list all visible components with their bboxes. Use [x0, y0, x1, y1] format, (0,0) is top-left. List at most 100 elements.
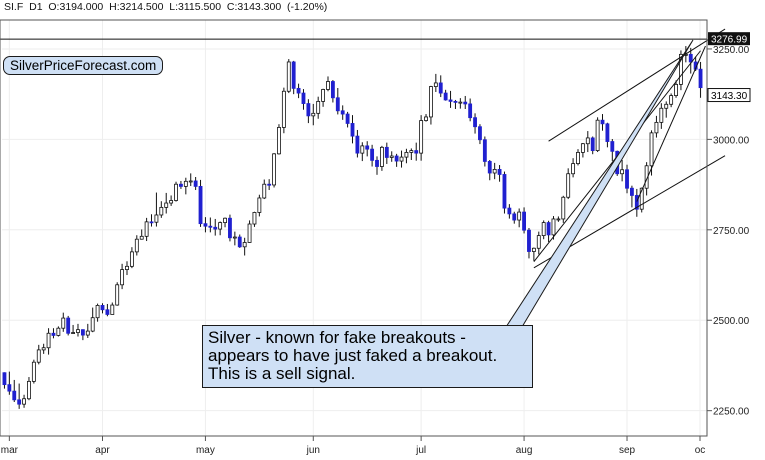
- candle-body: [281, 90, 286, 128]
- callout-pointer: [505, 39, 694, 328]
- candle-body: [502, 174, 507, 209]
- candle-body: [46, 332, 51, 349]
- candle-body: [257, 197, 262, 213]
- candle-body: [517, 211, 522, 221]
- candle-body: [17, 399, 22, 405]
- candle-body: [654, 121, 659, 134]
- candle-body: [242, 242, 247, 248]
- candle-body: [71, 332, 76, 334]
- candle-body: [213, 226, 218, 230]
- candle-body: [595, 119, 600, 151]
- candle-body: [31, 361, 36, 382]
- candle-body: [556, 218, 561, 221]
- candle-body: [203, 223, 208, 227]
- candle-body: [296, 87, 301, 94]
- y-tick-label: 3000.00: [713, 135, 750, 146]
- annotation-line-2: appears to have just faked a breakout.: [208, 346, 498, 365]
- candle-body: [384, 146, 389, 158]
- candle-body: [335, 97, 340, 112]
- candle-body: [2, 372, 7, 386]
- grid-layer: [2, 20, 707, 436]
- change-value: (-1.20%): [287, 1, 328, 13]
- candle-body: [159, 206, 164, 216]
- candle-body: [85, 330, 90, 336]
- candle-body: [355, 135, 360, 154]
- candle-body: [512, 213, 517, 221]
- resistance-price-tag: [708, 32, 750, 46]
- x-tick-label: oc: [695, 445, 706, 456]
- candle-body: [375, 159, 379, 167]
- x-tick-label: aug: [516, 445, 533, 456]
- candle-body: [105, 309, 110, 315]
- candle-body: [674, 83, 678, 97]
- y-tick-label: 2500.00: [713, 316, 750, 327]
- candle-body: [379, 146, 384, 167]
- candle-body: [41, 347, 46, 351]
- candle-body: [473, 117, 477, 128]
- annotation-line-3: This is a sell signal.: [208, 364, 356, 383]
- candle-body: [649, 132, 654, 167]
- candle-body: [154, 214, 159, 223]
- candle-body: [531, 247, 536, 252]
- candle-body: [286, 61, 291, 92]
- x-tick-label: jul: [415, 445, 426, 456]
- candle-body: [183, 180, 188, 187]
- candle-body: [399, 156, 404, 162]
- last-price-tag: [707, 88, 751, 103]
- close-value: C:3143.300: [226, 1, 282, 13]
- candle-layer: [2, 46, 703, 409]
- candle-body: [669, 95, 674, 105]
- low-value: L:3115.500: [169, 1, 222, 13]
- candle-body: [164, 202, 169, 208]
- candle-body: [448, 99, 453, 102]
- candle-body: [561, 196, 566, 220]
- candle-body: [679, 53, 683, 85]
- candle-body: [478, 126, 482, 141]
- candle-body: [497, 168, 502, 175]
- candle-body: [433, 82, 438, 87]
- candle-body: [134, 238, 139, 253]
- candle-body: [100, 305, 105, 311]
- candle-body: [610, 141, 615, 152]
- candle-body: [247, 223, 252, 243]
- candle-body: [291, 61, 296, 89]
- candle-body: [80, 329, 85, 336]
- candle-body: [590, 137, 595, 151]
- high-value: H:3214.500: [109, 1, 164, 13]
- y-tick-label: 2750.00: [713, 226, 750, 237]
- candle-body: [223, 217, 227, 223]
- candle-body: [350, 123, 355, 137]
- candle-body: [149, 221, 154, 224]
- candle-body: [306, 103, 311, 117]
- candle-body: [277, 127, 281, 155]
- y-tick-label: 2250.00: [713, 407, 750, 418]
- candle-body: [12, 390, 17, 401]
- candle-body: [120, 269, 125, 286]
- last-price-label: 3143.30: [711, 91, 748, 102]
- candle-body: [237, 236, 242, 248]
- candle-body: [301, 92, 306, 104]
- candle-body: [321, 89, 326, 102]
- candle-body: [438, 82, 443, 94]
- candle-body: [458, 101, 463, 104]
- candle-body: [492, 168, 497, 174]
- symbol-label: SI.F: [4, 1, 24, 13]
- candle-body: [129, 251, 134, 267]
- candle-body: [345, 113, 350, 124]
- candle-body: [688, 53, 693, 63]
- candle-body: [620, 169, 625, 175]
- candle-body: [482, 139, 487, 162]
- candle-body: [639, 187, 644, 210]
- candle-body: [389, 155, 394, 158]
- candle-body: [625, 169, 629, 189]
- candle-body: [56, 327, 61, 336]
- candle-body: [95, 305, 100, 319]
- candle-body: [218, 222, 223, 230]
- candle-body: [536, 235, 541, 249]
- candle-body: [527, 229, 531, 252]
- watermark-label: SilverPriceForecast.com: [3, 56, 164, 75]
- candle-body: [370, 148, 375, 161]
- candle-body: [51, 332, 56, 336]
- channel-upper: [548, 28, 726, 142]
